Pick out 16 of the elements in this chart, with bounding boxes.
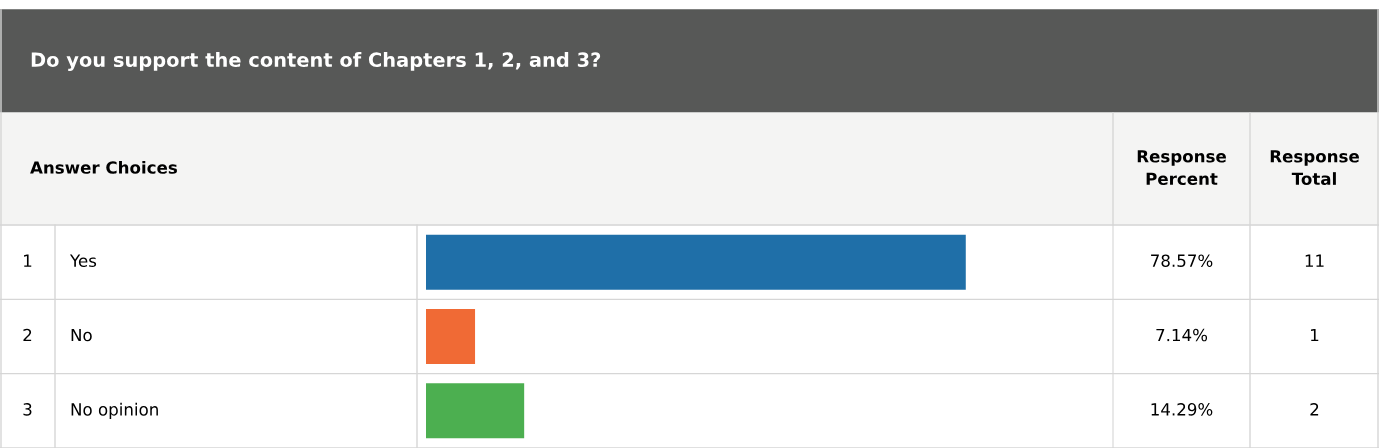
text: 1 xyxy=(24,254,32,267)
text: 1 xyxy=(1311,328,1319,342)
data-label: 78.57% xyxy=(1151,254,1213,267)
data-label: 14.29% xyxy=(1151,403,1213,416)
y-tick-label: No xyxy=(71,328,92,342)
y-tick-label: Yes xyxy=(69,254,97,267)
text: 3 xyxy=(23,403,32,416)
text: Answer Choices xyxy=(30,160,177,174)
y-tick-label: No opinion xyxy=(71,402,158,419)
text: Response Total xyxy=(1270,150,1359,186)
text: 2 xyxy=(1310,403,1319,416)
data-label: 7.14% xyxy=(1156,328,1208,342)
text: 2 xyxy=(23,328,32,342)
text: 11 xyxy=(1305,254,1324,267)
text: Response Percent xyxy=(1137,150,1226,186)
chart-title: Do you support the content of Chapters 1, 2, and 3? xyxy=(31,52,601,71)
